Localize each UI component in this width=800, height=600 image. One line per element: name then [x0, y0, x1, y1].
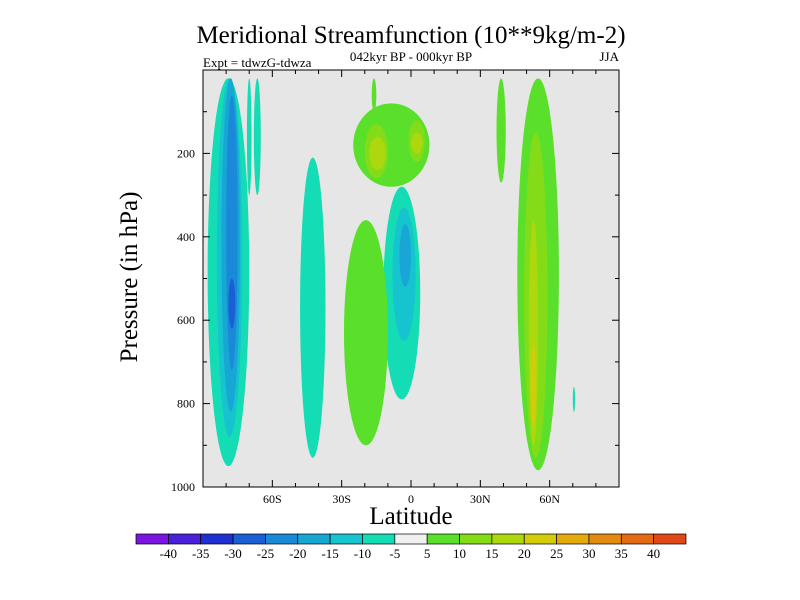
colorbar-label: 15 — [485, 546, 498, 561]
colorbar-label: 25 — [550, 546, 563, 561]
colorbar-swatch — [426, 533, 460, 545]
colorbar-swatch — [523, 533, 557, 545]
contour-region — [528, 220, 539, 446]
contour-region — [226, 95, 238, 371]
colorbar-label: -20 — [289, 546, 306, 561]
x-tick-label: 30S — [332, 492, 351, 506]
y-tick-label: 1000 — [171, 480, 195, 494]
x-tick-label: 60N — [539, 492, 560, 506]
contour-region — [496, 78, 506, 183]
colorbar-label: -35 — [192, 546, 209, 561]
colorbar-swatch — [265, 533, 299, 545]
season-label: JJA — [599, 49, 619, 64]
contour-region — [343, 220, 388, 446]
contour-fills — [207, 78, 576, 471]
x-tick-label: 60S — [263, 492, 282, 506]
colorbar-label: -15 — [321, 546, 338, 561]
colorbar-swatch — [588, 533, 622, 545]
contour-region — [531, 345, 536, 429]
contour-region — [411, 132, 423, 154]
colorbar-label: -10 — [354, 546, 371, 561]
colorbar-label: -25 — [257, 546, 274, 561]
colorbar-swatch — [394, 533, 428, 545]
contour-region — [399, 224, 411, 287]
colorbar-swatch — [491, 533, 525, 545]
contour-region — [253, 78, 261, 196]
colorbar-label: 5 — [424, 546, 431, 561]
y-tick-label: 800 — [177, 397, 195, 411]
x-tick-label: 30N — [470, 492, 491, 506]
x-tick-label: 0 — [408, 492, 414, 506]
colorbar-swatch — [200, 533, 234, 545]
colorbar-label: -30 — [224, 546, 241, 561]
colorbar-label: -40 — [160, 546, 177, 561]
colorbar-swatch — [232, 533, 266, 545]
contour-region — [246, 78, 252, 196]
colorbar-swatch — [362, 533, 396, 545]
y-axis-label: Pressure (in hPa) — [116, 192, 143, 363]
colorbar: -40 -35 -30 -25 -20 -15 -10 -5 5 10 15 20 25 30 35 40 — [135, 533, 687, 561]
contour-region — [369, 136, 386, 171]
colorbar-swatch — [459, 533, 493, 545]
contour-region — [300, 157, 326, 458]
colorbar-swatch — [556, 533, 590, 545]
colorbar-label: 10 — [453, 546, 466, 561]
y-tick-label: 400 — [177, 230, 195, 244]
axes: 200 400 600 800 1000 60S 30S 0 30N 60N — [171, 70, 619, 506]
y-tick-label: 200 — [177, 146, 195, 160]
colorbar-swatch — [620, 533, 654, 545]
experiment-label: Expt = tdwzG-tdwza — [203, 55, 312, 70]
plot-area — [202, 69, 620, 488]
colorbar-label: 40 — [647, 546, 660, 561]
colorbar-swatch — [297, 533, 331, 545]
chart-subtitle: 042kyr BP - 000kyr BP — [350, 49, 472, 64]
contour-region — [572, 386, 576, 412]
colorbar-swatch — [168, 533, 202, 545]
colorbar-label: 30 — [582, 546, 595, 561]
colorbar-label: -5 — [389, 546, 400, 561]
y-tick-label: 600 — [177, 313, 195, 327]
colorbar-swatch — [135, 533, 169, 545]
colorbar-swatch — [329, 533, 363, 545]
colorbar-swatch — [653, 533, 687, 545]
contour-region — [371, 78, 377, 112]
contour-region — [228, 278, 236, 329]
x-axis-label: Latitude — [369, 503, 452, 530]
chart-title: Meridional Streamfunction (10**9kg/m-2) — [196, 22, 625, 49]
colorbar-label: 35 — [615, 546, 628, 561]
colorbar-label: 20 — [518, 546, 531, 561]
